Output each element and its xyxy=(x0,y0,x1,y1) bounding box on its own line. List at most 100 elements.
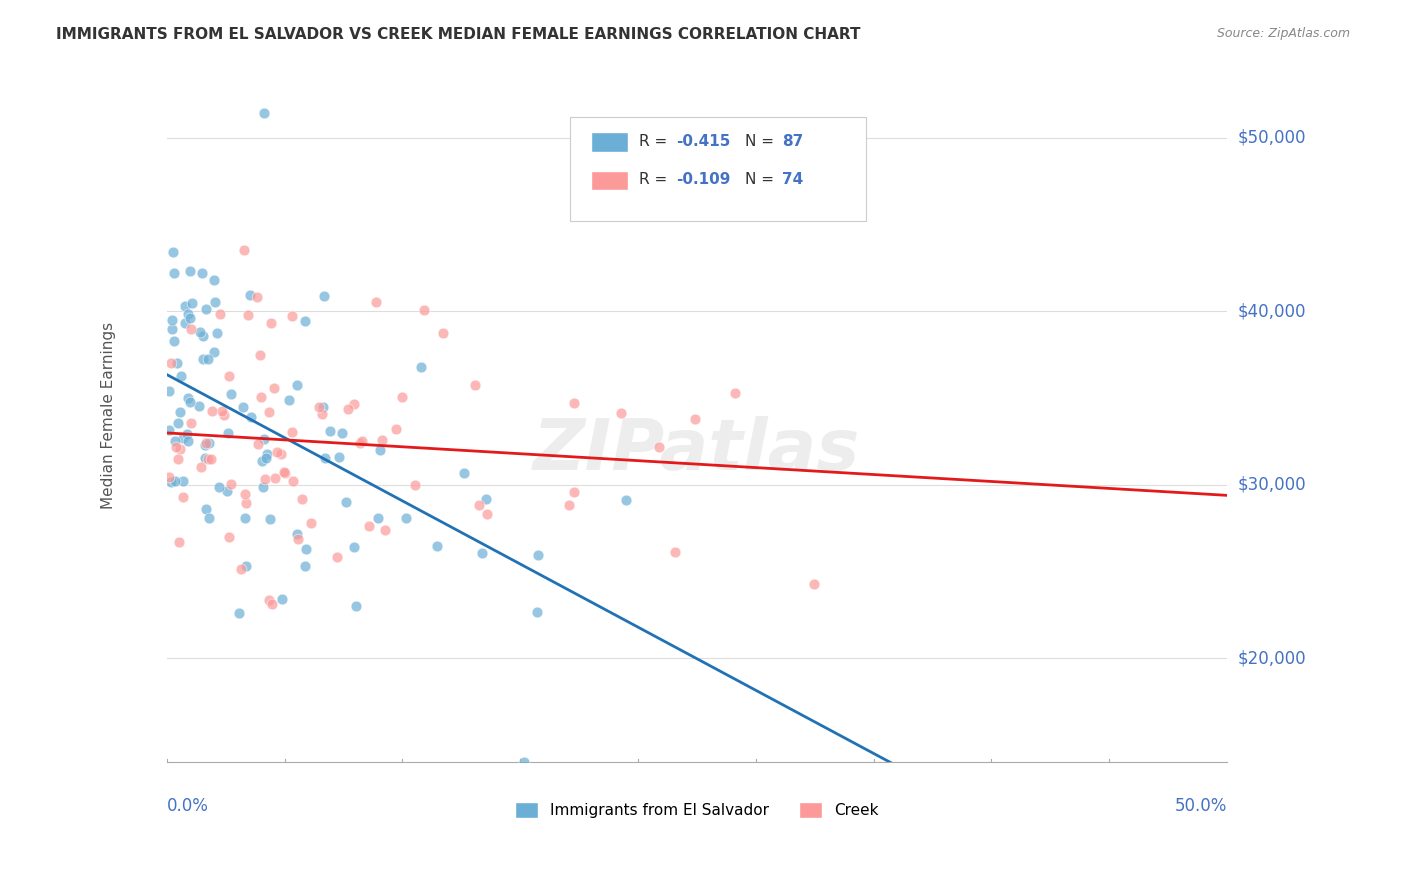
Point xyxy=(197,351,219,366)
Point xyxy=(190,459,212,474)
Point xyxy=(664,545,686,559)
Point xyxy=(683,412,706,426)
Text: $40,000: $40,000 xyxy=(1239,302,1306,320)
Point xyxy=(205,326,228,340)
Point xyxy=(163,334,186,349)
Point xyxy=(176,427,198,442)
Point xyxy=(468,498,491,512)
Point xyxy=(264,471,287,485)
Point xyxy=(475,507,498,521)
Point xyxy=(233,487,256,501)
Point xyxy=(201,404,224,418)
Point xyxy=(263,381,285,395)
Point xyxy=(160,322,183,336)
Point xyxy=(235,559,257,574)
Point xyxy=(188,325,211,339)
Point xyxy=(177,308,200,322)
Point xyxy=(266,444,288,458)
Point xyxy=(163,474,186,488)
Point xyxy=(252,433,274,447)
Point xyxy=(273,465,295,479)
Point xyxy=(197,510,219,524)
Point xyxy=(475,492,498,507)
Point xyxy=(610,405,633,419)
Point xyxy=(724,386,747,401)
Text: N =: N = xyxy=(745,134,773,149)
Point xyxy=(803,577,825,591)
Point xyxy=(233,511,256,525)
Text: IMMIGRANTS FROM EL SALVADOR VS CREEK MEDIAN FEMALE EARNINGS CORRELATION CHART: IMMIGRANTS FROM EL SALVADOR VS CREEK MED… xyxy=(56,27,860,42)
Text: 87: 87 xyxy=(782,134,803,149)
Point xyxy=(319,424,342,438)
Point xyxy=(172,474,194,488)
Point xyxy=(215,484,238,499)
Point xyxy=(214,408,236,422)
Point xyxy=(274,466,297,480)
Point xyxy=(177,392,200,406)
Text: -0.415: -0.415 xyxy=(676,134,730,149)
Point xyxy=(311,407,333,421)
Point xyxy=(236,308,259,322)
Point xyxy=(229,562,252,576)
Point xyxy=(349,435,371,450)
Point xyxy=(179,311,201,326)
Point xyxy=(157,384,180,398)
Point xyxy=(195,502,218,516)
Point xyxy=(208,480,231,494)
Point xyxy=(270,446,292,460)
Point xyxy=(204,294,226,309)
Point xyxy=(221,387,243,401)
Point xyxy=(343,540,366,554)
Point xyxy=(344,599,367,614)
Point xyxy=(194,436,217,450)
Point xyxy=(299,516,322,531)
Point xyxy=(326,549,349,564)
Point xyxy=(169,535,191,549)
Point xyxy=(200,452,222,467)
Point xyxy=(281,475,304,489)
FancyBboxPatch shape xyxy=(591,170,628,190)
Point xyxy=(233,243,256,257)
Point xyxy=(163,266,186,280)
Point xyxy=(257,405,280,419)
Point xyxy=(328,450,350,464)
Point xyxy=(180,416,202,430)
Point xyxy=(426,540,449,554)
Point xyxy=(614,492,637,507)
Text: $30,000: $30,000 xyxy=(1239,475,1306,494)
Point xyxy=(294,314,316,328)
Point xyxy=(167,451,190,466)
Point xyxy=(259,512,281,526)
Point xyxy=(179,394,201,409)
Point xyxy=(314,451,336,466)
Point xyxy=(235,496,257,510)
Point xyxy=(562,484,585,499)
Point xyxy=(232,400,254,414)
Point xyxy=(179,264,201,278)
Point xyxy=(165,440,187,454)
Text: N =: N = xyxy=(745,172,773,187)
Point xyxy=(285,527,308,541)
Point xyxy=(217,425,239,440)
Text: R =: R = xyxy=(638,172,672,187)
Point xyxy=(250,390,273,404)
Point xyxy=(157,423,180,437)
Point xyxy=(366,295,388,310)
Point xyxy=(254,450,277,465)
Point xyxy=(281,425,304,439)
Point xyxy=(239,287,262,301)
Text: $20,000: $20,000 xyxy=(1239,649,1306,667)
Point xyxy=(291,492,314,507)
Point xyxy=(564,395,586,409)
Point xyxy=(218,369,240,384)
Point xyxy=(330,426,353,441)
Point xyxy=(187,399,209,413)
Point xyxy=(464,377,486,392)
Point xyxy=(173,300,195,314)
Point xyxy=(169,442,191,456)
Point xyxy=(371,433,394,447)
Point xyxy=(219,477,242,491)
Point xyxy=(412,302,434,317)
Point xyxy=(260,316,283,330)
Point xyxy=(278,393,301,408)
